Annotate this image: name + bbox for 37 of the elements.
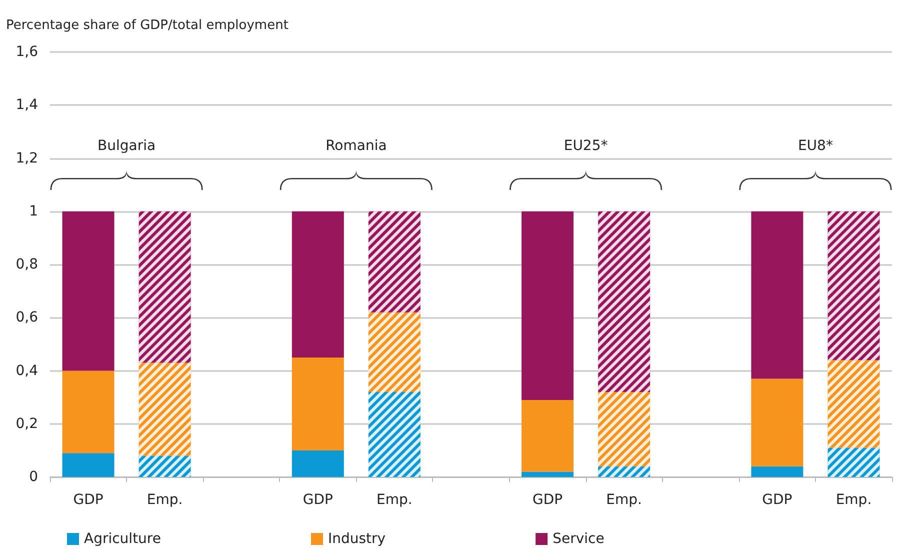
y-tick-label: 1 <box>29 203 38 220</box>
x-tick-label: Emp. <box>836 492 872 508</box>
x-tick-label: Emp. <box>606 492 642 508</box>
y-axis-title: Percentage share of GDP/total employment <box>6 18 288 33</box>
bar <box>62 370 114 454</box>
legend-label: Service <box>552 531 604 547</box>
y-tick-label: 0,8 <box>16 256 38 272</box>
x-tick-label: Emp. <box>146 492 183 508</box>
annotation: EU25* <box>564 138 608 154</box>
y-tick-label: 1,6 <box>16 44 38 60</box>
legend-label: Agriculture <box>84 531 161 547</box>
x-tick-label: GDP <box>762 492 792 508</box>
bar <box>751 466 804 477</box>
bar <box>292 211 344 358</box>
x-tick-label: Emp. <box>376 492 412 508</box>
bar <box>62 453 114 477</box>
bar <box>522 472 574 477</box>
bar <box>751 211 804 379</box>
bar <box>522 211 574 400</box>
x-tick-label: GDP <box>532 492 563 508</box>
bar <box>292 357 344 450</box>
y-tick-label: 0,4 <box>16 362 38 379</box>
legend-label: Industry <box>328 531 386 547</box>
bar <box>751 378 804 466</box>
y-tick-label: 1,2 <box>16 150 38 166</box>
bar <box>62 211 114 371</box>
annotation: Bulgaria <box>98 138 156 154</box>
bar <box>522 400 574 472</box>
y-tick-label: 0 <box>29 469 38 485</box>
bar <box>292 450 344 477</box>
annotation: EU8* <box>798 138 833 154</box>
y-tick-label: 1,4 <box>16 97 38 114</box>
x-tick-label: GDP <box>73 492 104 508</box>
y-tick-label: 0,6 <box>16 310 38 326</box>
annotation: Romania <box>326 138 387 154</box>
x-tick-label: GDP <box>302 492 333 508</box>
y-tick-label: 0,2 <box>16 416 38 432</box>
